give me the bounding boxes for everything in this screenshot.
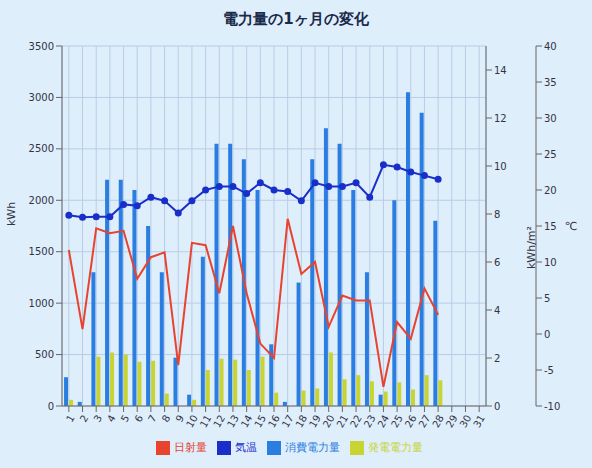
svg-text:0: 0 [544, 329, 550, 340]
svg-text:5: 5 [119, 413, 132, 424]
svg-text:6: 6 [132, 413, 145, 424]
svg-text:24: 24 [375, 413, 391, 430]
svg-text:13: 13 [225, 413, 241, 430]
svg-text:30: 30 [457, 413, 473, 430]
svg-text:25: 25 [544, 149, 557, 160]
svg-text:30: 30 [544, 113, 557, 124]
svg-text:22: 22 [348, 413, 364, 430]
svg-text:6: 6 [494, 257, 500, 268]
html-text:電力量の1ヶ月の変化: 電力量の1ヶ月の変化 [223, 10, 369, 28]
svg-text:20: 20 [321, 413, 337, 430]
svg-text:11: 11 [198, 413, 214, 430]
html-text:気温: 気温 [234, 441, 257, 454]
svg-text:4: 4 [494, 305, 500, 316]
svg-text:8: 8 [494, 209, 500, 220]
svg-text:18: 18 [293, 413, 309, 430]
svg-text:10: 10 [544, 257, 557, 268]
svg-text:-10: -10 [544, 401, 560, 412]
svg-text:3500: 3500 [29, 41, 54, 52]
svg-text:-5: -5 [544, 365, 554, 376]
svg-text:kWh: kWh [5, 202, 18, 226]
svg-text:4: 4 [105, 413, 118, 424]
svg-text:16: 16 [266, 413, 282, 430]
svg-text:7: 7 [146, 413, 159, 424]
svg-text:500: 500 [35, 349, 54, 360]
svg-text:3000: 3000 [29, 92, 54, 103]
svg-text:27: 27 [416, 413, 432, 430]
svg-text:25: 25 [389, 413, 405, 430]
svg-text:2: 2 [494, 353, 500, 364]
svg-text:19: 19 [307, 413, 323, 430]
svg-text:26: 26 [403, 413, 419, 430]
svg-text:10: 10 [184, 413, 200, 430]
svg-text:2000: 2000 [29, 195, 54, 206]
svg-text:20: 20 [544, 185, 557, 196]
svg-text:12: 12 [494, 113, 507, 124]
svg-text:1000: 1000 [29, 298, 54, 309]
svg-text:23: 23 [362, 413, 378, 430]
html-text:日射量: 日射量 [173, 441, 207, 454]
svg-text:35: 35 [544, 77, 557, 88]
svg-text:2500: 2500 [29, 143, 54, 154]
html-text:消費電力量: 消費電力量 [284, 441, 340, 454]
svg-text:21: 21 [334, 413, 350, 430]
svg-text:0: 0 [494, 401, 500, 412]
svg-text:10: 10 [494, 161, 507, 172]
html-text:発電電力量: 発電電力量 [367, 441, 423, 454]
svg-text:2: 2 [78, 413, 91, 424]
svg-text:kWh/m²: kWh/m² [525, 226, 538, 269]
svg-text:1500: 1500 [29, 246, 54, 257]
svg-text:℃: ℃ [565, 220, 577, 233]
svg-text:3: 3 [91, 413, 104, 424]
svg-text:1: 1 [64, 413, 77, 424]
svg-text:17: 17 [280, 413, 296, 430]
svg-text:15: 15 [252, 413, 268, 430]
svg-text:31: 31 [471, 413, 487, 430]
svg-text:29: 29 [444, 413, 460, 430]
svg-text:12: 12 [211, 413, 227, 430]
svg-text:40: 40 [544, 41, 557, 52]
svg-text:0: 0 [48, 401, 54, 412]
svg-text:9: 9 [173, 413, 187, 425]
svg-text:15: 15 [544, 221, 557, 232]
svg-text:5: 5 [544, 293, 550, 304]
svg-text:8: 8 [160, 413, 173, 424]
svg-text:28: 28 [430, 413, 446, 430]
svg-text:14: 14 [494, 65, 507, 76]
svg-text:14: 14 [239, 413, 255, 430]
